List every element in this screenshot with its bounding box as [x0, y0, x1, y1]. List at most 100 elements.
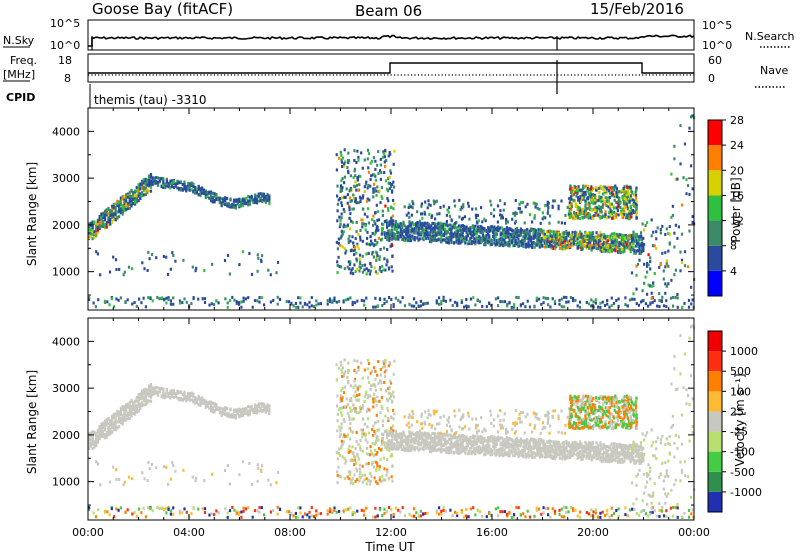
- velocity-cell: [349, 506, 352, 510]
- power-cell: [229, 203, 232, 207]
- power-cell: [374, 238, 377, 242]
- power-cell: [615, 299, 618, 302]
- power-cell: [617, 203, 620, 207]
- power-cell: [565, 296, 568, 299]
- power-cell: [430, 235, 433, 239]
- power-cell: [162, 181, 165, 185]
- power-cell: [167, 296, 170, 300]
- velocity-cell: [155, 466, 158, 470]
- power-cell: [425, 228, 428, 232]
- power-cell: [576, 233, 579, 236]
- velocity-cell: [344, 370, 347, 374]
- power-cell: [509, 234, 512, 238]
- power-cell: [114, 212, 117, 216]
- power-cell: [630, 243, 634, 247]
- power-cell: [404, 225, 408, 229]
- power-cell: [378, 298, 382, 302]
- power-cell: [454, 234, 457, 238]
- velocity-cell: [369, 394, 372, 398]
- velocity-cell: [211, 401, 214, 405]
- power-cell: [541, 217, 544, 221]
- power-cell: [578, 206, 581, 210]
- power-cell: [631, 297, 634, 301]
- power-cell: [459, 241, 462, 245]
- power-cell: [445, 213, 448, 217]
- velocity-cell: [244, 507, 247, 511]
- velocity-cell: [488, 512, 491, 515]
- power-cell: [501, 300, 504, 304]
- power-cell: [115, 268, 118, 271]
- power-cell: [505, 242, 509, 246]
- velocity-cell: [413, 514, 416, 518]
- velocity-cell: [222, 412, 225, 416]
- power-cell: [655, 247, 658, 251]
- power-cell: [449, 227, 452, 231]
- power-cell: [635, 273, 638, 277]
- velocity-cell: [594, 511, 597, 515]
- power-cell: [388, 220, 391, 224]
- power-cell: [117, 298, 120, 302]
- power-cell: [466, 242, 469, 246]
- power-cell: [402, 235, 405, 239]
- power-cell: [142, 193, 145, 197]
- velocity-cell: [165, 394, 168, 398]
- velocity-cell: [391, 479, 394, 483]
- velocity-cell: [383, 456, 386, 460]
- velocity-cell: [339, 397, 342, 400]
- velocity-cell: [381, 514, 384, 517]
- power-cell: [635, 216, 638, 220]
- power-cell: [450, 231, 453, 235]
- power-cell: [250, 196, 253, 200]
- velocity-cell: [335, 510, 338, 514]
- power-cell: [497, 240, 500, 244]
- power-cell: [605, 216, 609, 220]
- power-cell: [167, 182, 170, 186]
- velocity-cell: [240, 408, 243, 412]
- velocity-cell: [585, 511, 588, 514]
- power-cell: [688, 229, 691, 233]
- power-cell: [394, 227, 397, 231]
- power-cell: [457, 233, 461, 237]
- power-cell: [91, 237, 94, 241]
- power-cell: [341, 156, 345, 160]
- power-cell: [690, 285, 693, 289]
- power-cell: [178, 187, 181, 190]
- velocity-cell: [179, 398, 183, 402]
- velocity-cell: [360, 508, 363, 512]
- power-cell: [460, 205, 463, 209]
- power-cell: [466, 228, 469, 232]
- power-cell: [455, 237, 458, 240]
- power-cell: [514, 229, 517, 233]
- power-cell: [560, 297, 563, 301]
- velocity-cell: [254, 405, 257, 409]
- power-cell: [570, 242, 573, 246]
- power-cell: [478, 235, 481, 239]
- power-cell: [605, 248, 608, 252]
- power-cell: [630, 236, 634, 240]
- power-cell: [421, 229, 424, 232]
- power-cell: [469, 226, 472, 229]
- power-cell: [590, 208, 593, 212]
- power-cell: [470, 236, 473, 239]
- power-cell: [383, 160, 386, 164]
- power-cell: [455, 229, 458, 233]
- power-cell: [355, 257, 358, 261]
- power-cell: [584, 184, 587, 188]
- power-cell: [356, 244, 359, 248]
- velocity-cell: [540, 512, 543, 516]
- velocity-cell: [385, 510, 388, 513]
- power-cell: [561, 235, 564, 239]
- power-cell: [394, 219, 397, 223]
- power-cell: [674, 178, 677, 181]
- power-cell: [347, 151, 350, 155]
- power-cell: [336, 219, 339, 223]
- power-cell: [361, 218, 364, 222]
- power-cell: [179, 188, 183, 192]
- power-cell: [492, 231, 495, 235]
- power-cell: [162, 183, 165, 187]
- power-cell: [564, 247, 567, 251]
- velocity-cell: [438, 506, 441, 510]
- velocity-cell: [103, 425, 107, 429]
- power-cell: [351, 220, 354, 224]
- power-cell: [618, 235, 621, 239]
